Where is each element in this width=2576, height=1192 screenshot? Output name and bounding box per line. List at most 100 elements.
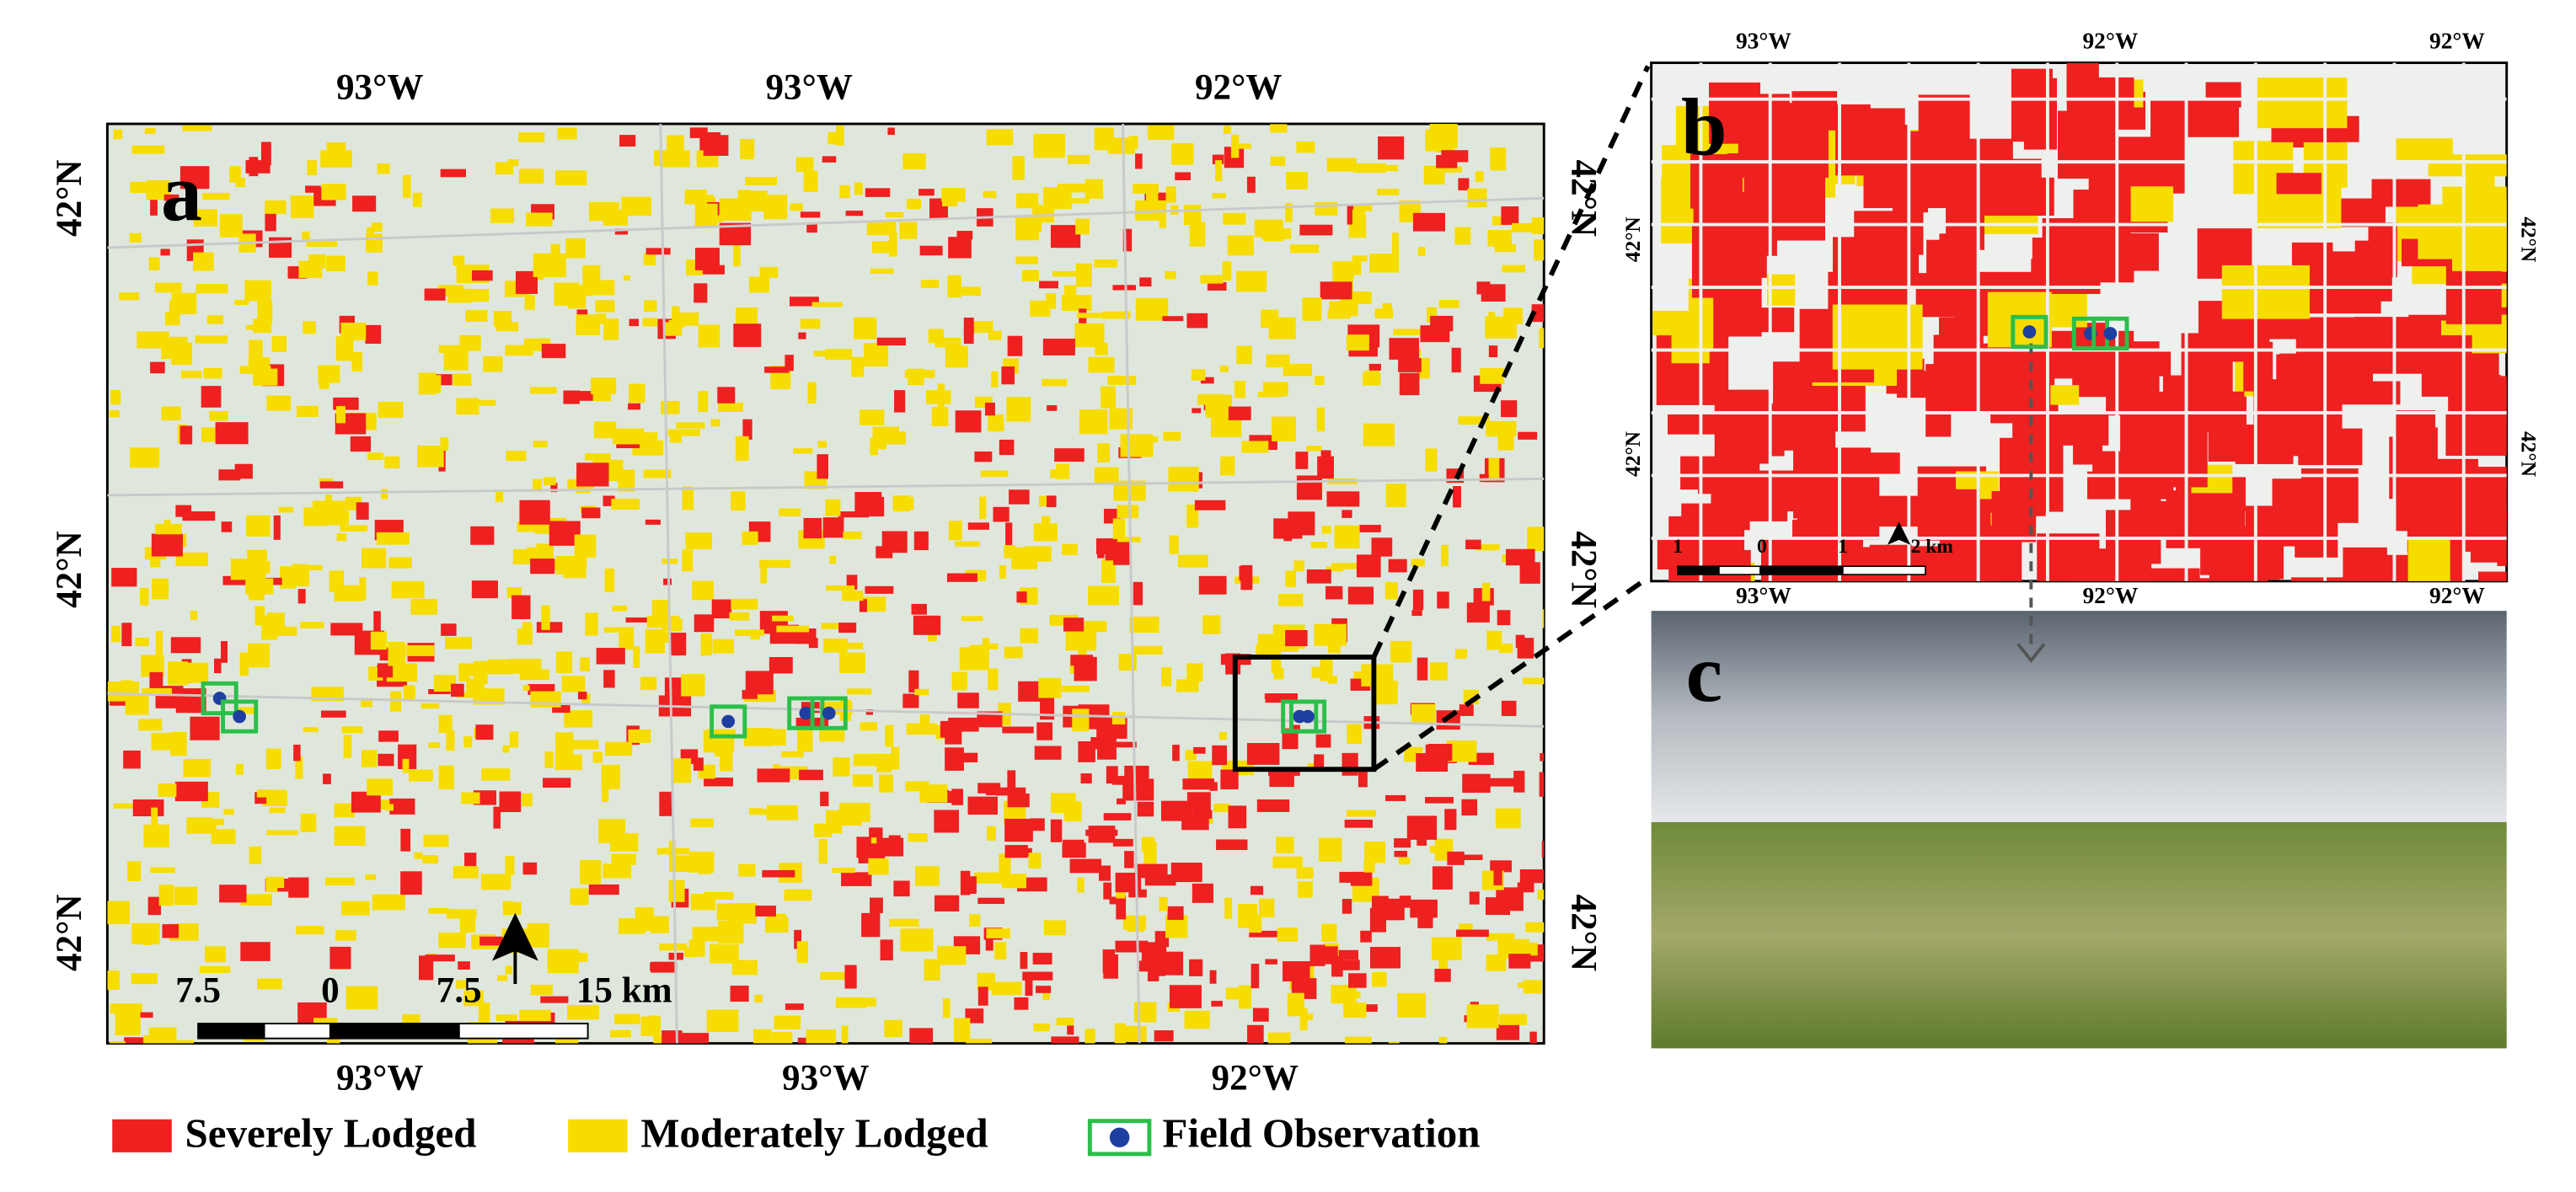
lodging-patch bbox=[273, 515, 281, 540]
lodging-patch bbox=[485, 1037, 498, 1044]
scale-label: 15 km bbox=[576, 971, 672, 1011]
lodging-patch bbox=[1358, 525, 1381, 532]
left-tick-label: 42°N bbox=[50, 159, 89, 236]
lodging-patch bbox=[894, 390, 906, 413]
lodging-patch bbox=[629, 383, 645, 404]
lodging-patch bbox=[125, 695, 149, 715]
lodging-patch bbox=[1163, 431, 1181, 441]
lodging-patch bbox=[433, 675, 457, 692]
lodging-patch bbox=[367, 452, 384, 460]
lodging-patch bbox=[1434, 968, 1451, 982]
lodging-patch bbox=[1344, 1036, 1372, 1044]
lodging-patch bbox=[1186, 313, 1208, 329]
lodging-patch bbox=[1438, 300, 1459, 308]
lodging-patch bbox=[470, 526, 495, 545]
lodging-patch bbox=[1084, 333, 1105, 345]
lodging-patch bbox=[1099, 865, 1111, 881]
lodging-patch bbox=[1267, 770, 1300, 776]
lodging-patch bbox=[150, 199, 158, 216]
lodging-patch bbox=[1321, 923, 1337, 942]
lodging-patch bbox=[755, 906, 776, 917]
obs-box bbox=[2011, 314, 2048, 350]
lodging-patch bbox=[966, 1039, 993, 1044]
lodging-patch bbox=[1486, 933, 1515, 941]
lodging-patch bbox=[175, 552, 208, 566]
lodging-patch bbox=[1137, 801, 1154, 817]
lodging-patch bbox=[478, 1002, 490, 1026]
lodging-block bbox=[1735, 436, 1785, 457]
lodging-patch bbox=[113, 803, 147, 809]
right-tick-label: 42°N bbox=[1563, 531, 1603, 607]
lodging-patch bbox=[1133, 581, 1143, 606]
lodging-patch bbox=[832, 868, 856, 874]
lodging-patch bbox=[308, 254, 326, 269]
lodging-patch bbox=[1306, 569, 1331, 584]
field-observations bbox=[201, 314, 2129, 739]
lodging-patch bbox=[1328, 630, 1341, 654]
lodging-patch bbox=[356, 502, 369, 520]
lodging-patch bbox=[465, 310, 488, 323]
lodging-patch bbox=[1342, 752, 1358, 776]
obs-dot bbox=[721, 714, 736, 729]
lodging-patch bbox=[1085, 829, 1118, 837]
lodging-patch bbox=[1160, 800, 1193, 821]
lodging-patch bbox=[202, 192, 230, 200]
lodging-patch bbox=[361, 548, 387, 569]
lodging-patch bbox=[698, 324, 720, 348]
lodging-patch bbox=[711, 599, 732, 619]
lodging-patch bbox=[1519, 869, 1545, 884]
lodging-patch bbox=[1256, 799, 1290, 812]
lodging-patch bbox=[420, 703, 440, 709]
lodging-patch bbox=[1295, 452, 1309, 469]
lodging-patch bbox=[704, 891, 734, 901]
lodging-patch bbox=[1344, 820, 1373, 828]
lodging-patch bbox=[870, 897, 883, 913]
lodging-patch bbox=[518, 132, 545, 142]
lodging-patch bbox=[1252, 1008, 1269, 1022]
labels: a 93°W 93°W 92°W 93°W 93°W 92°W 42°N 42°N 42°N 42°… bbox=[50, 28, 2541, 1156]
lodging-patch bbox=[807, 382, 817, 404]
lodging-patch bbox=[742, 419, 752, 440]
lodging-patch bbox=[1361, 664, 1394, 687]
lodging-patch bbox=[541, 344, 566, 359]
lodging-patch bbox=[324, 877, 355, 886]
top-tick-label: 93°W bbox=[336, 68, 423, 108]
lodging-patch bbox=[640, 676, 657, 691]
lodging-patch bbox=[1266, 354, 1290, 368]
lodging-patch bbox=[1522, 677, 1545, 685]
road bbox=[107, 196, 1545, 249]
lodging-patch bbox=[799, 769, 823, 781]
lodging-patch bbox=[565, 238, 586, 259]
lodging-patch bbox=[757, 768, 790, 783]
lodging-patch bbox=[140, 587, 149, 606]
bottom-tick-label: 92°W bbox=[2082, 583, 2138, 608]
lodging-patch bbox=[402, 758, 410, 773]
lodging-patch bbox=[447, 288, 473, 303]
lodging-block bbox=[2470, 528, 2507, 563]
lodging-patch bbox=[1346, 992, 1361, 998]
lodging-patch bbox=[147, 896, 161, 916]
lodging-patch bbox=[1012, 156, 1025, 180]
lodging-patch bbox=[193, 252, 214, 271]
lodging-patch bbox=[924, 959, 940, 981]
lodging-block bbox=[2497, 283, 2507, 307]
lodging-patch bbox=[1054, 448, 1084, 462]
lodging-patch bbox=[906, 198, 922, 210]
lodging-patch bbox=[1278, 594, 1304, 607]
lodging-block bbox=[2414, 458, 2478, 489]
lodging-patch bbox=[1069, 858, 1101, 874]
lodging-patch bbox=[745, 177, 778, 185]
lodging-patch bbox=[729, 612, 750, 621]
lodging-patch bbox=[170, 637, 201, 654]
lodging-patch bbox=[813, 350, 827, 357]
scale-bar bbox=[1677, 565, 1720, 575]
lodging-patch bbox=[1331, 563, 1359, 569]
lodging-patch bbox=[919, 784, 948, 803]
lodging-patch bbox=[1196, 798, 1208, 810]
lodging-patch bbox=[934, 810, 959, 833]
lodging-patch bbox=[550, 243, 560, 257]
lodging-patch bbox=[229, 166, 241, 183]
lodging-patch bbox=[764, 917, 789, 933]
lodging-patch bbox=[1005, 522, 1013, 547]
legend-swatch bbox=[112, 1119, 172, 1152]
